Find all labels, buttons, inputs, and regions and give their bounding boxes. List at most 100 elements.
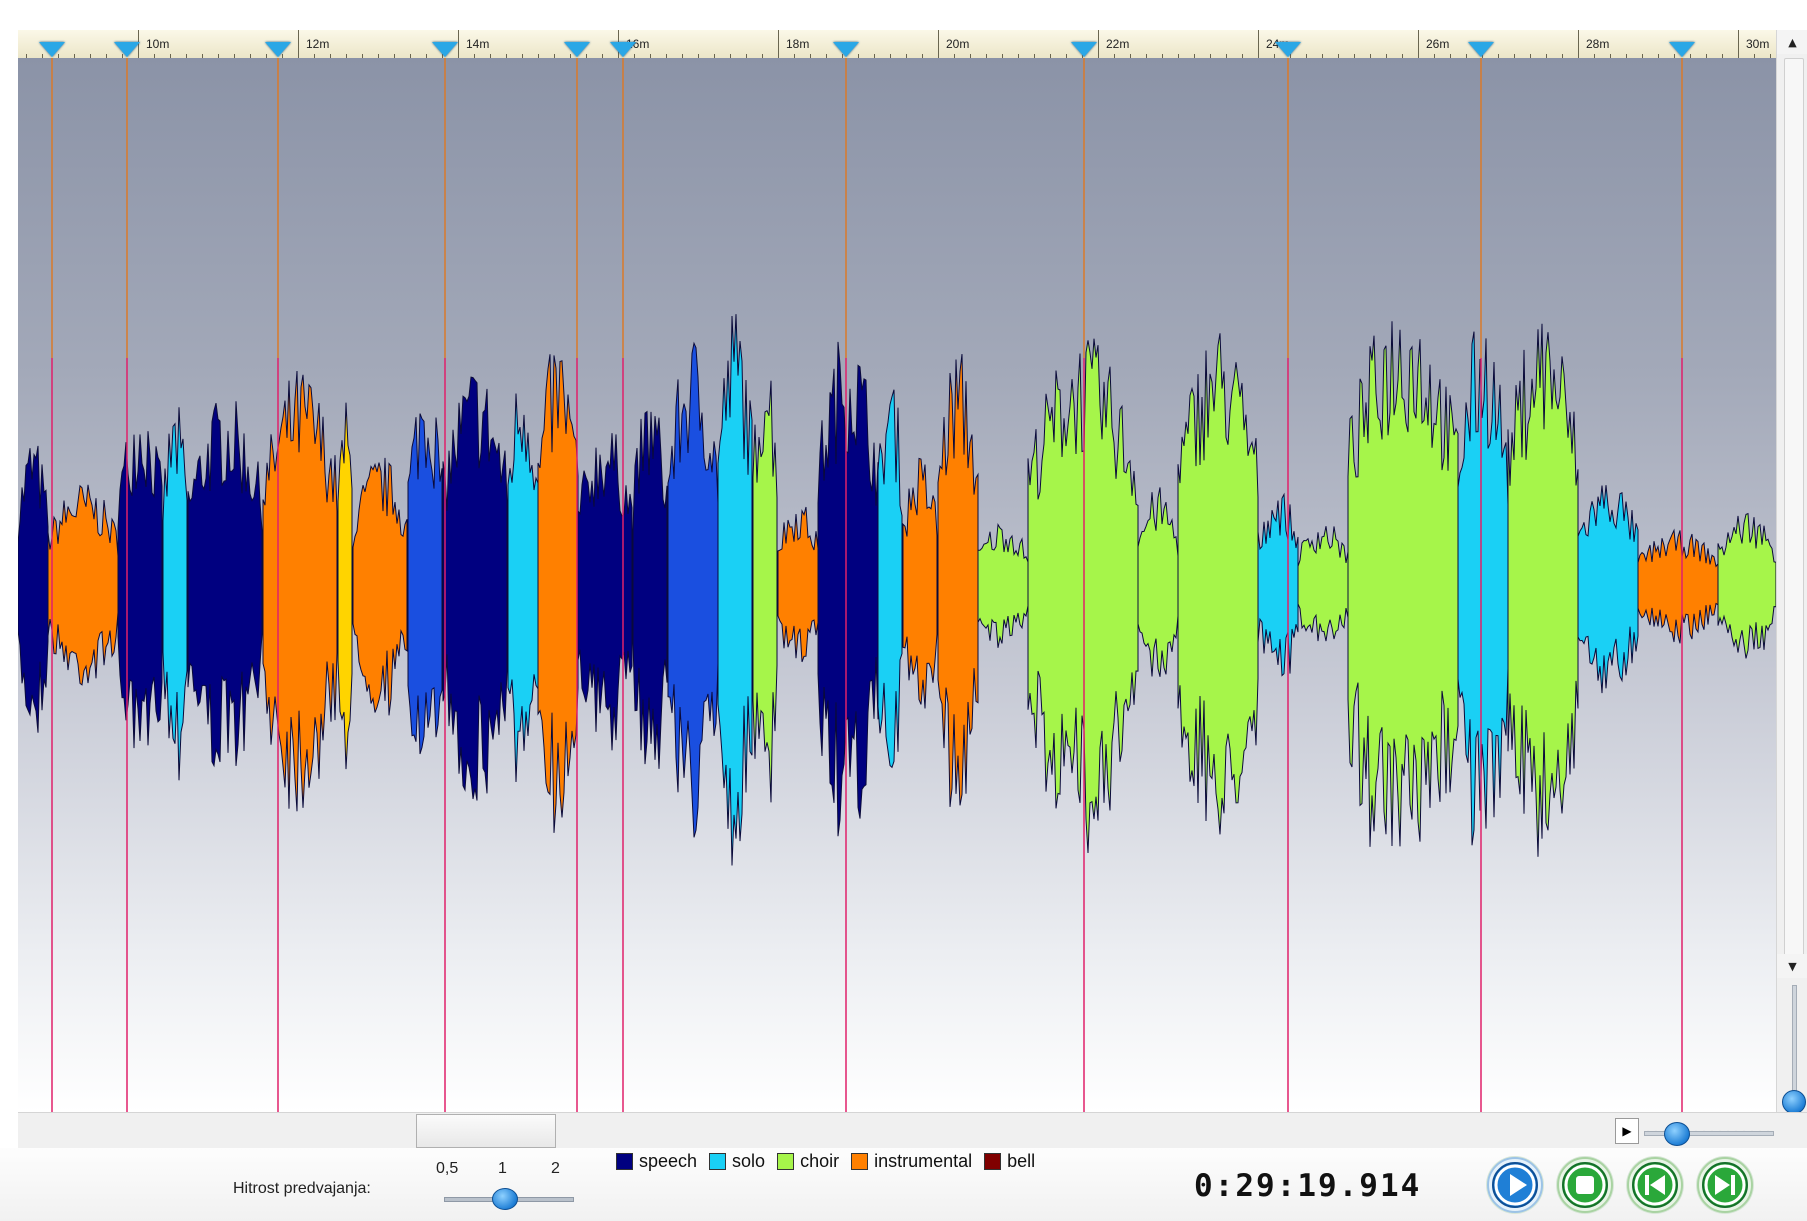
- horizontal-scroll-thumb[interactable]: [416, 1114, 556, 1148]
- waveform-segment: [1348, 321, 1458, 847]
- legend-label: choir: [800, 1151, 839, 1172]
- waveform-display[interactable]: [18, 58, 1776, 1112]
- playback-speed-slider[interactable]: [492, 1188, 518, 1210]
- waveform-segment: [508, 394, 538, 783]
- play-button[interactable]: [1486, 1156, 1544, 1214]
- scroll-up-icon[interactable]: ▲: [1777, 30, 1807, 54]
- waveform-segment: [978, 525, 1028, 648]
- ruler-label: 12m: [306, 37, 329, 51]
- waveform-segment: [338, 403, 352, 769]
- legend-swatch: [709, 1153, 726, 1170]
- waveform-segment: [118, 431, 162, 748]
- skip-forward-icon: [1696, 1156, 1754, 1214]
- legend-swatch: [851, 1153, 868, 1170]
- legend-swatch: [777, 1153, 794, 1170]
- ruler-major-tick: [1738, 30, 1739, 58]
- segment-marker-icon[interactable]: [1071, 42, 1097, 57]
- segment-marker-icon[interactable]: [833, 42, 859, 57]
- segment-marker-icon[interactable]: [39, 42, 65, 57]
- skip-back-button[interactable]: [1626, 1156, 1684, 1214]
- waveform-segment: [753, 381, 777, 803]
- segment-marker-icon[interactable]: [610, 42, 636, 57]
- segment-marker-icon[interactable]: [1468, 42, 1494, 57]
- ruler-label: 18m: [786, 37, 809, 51]
- legend-item-bell: bell: [984, 1151, 1035, 1172]
- waveform-segment: [1298, 526, 1348, 641]
- ruler-major-tick: [458, 30, 459, 58]
- waveform-segment: [633, 412, 667, 769]
- stop-button[interactable]: [1556, 1156, 1614, 1214]
- time-display: 0:29:19.914: [1194, 1168, 1421, 1204]
- ruler-label: 30m: [1746, 37, 1769, 51]
- horizontal-zoom-slider[interactable]: [1644, 1122, 1772, 1146]
- waveform-segment: [818, 342, 878, 836]
- waveform-segment: [668, 343, 718, 837]
- ruler-label: 20m: [946, 37, 969, 51]
- ruler-major-tick: [298, 30, 299, 58]
- horizontal-scrollbar[interactable]: ▶: [18, 1112, 1807, 1149]
- legend-swatch: [616, 1153, 633, 1170]
- waveform-segment: [408, 414, 442, 754]
- ruler-major-tick: [1578, 30, 1579, 58]
- legend-label: instrumental: [874, 1151, 972, 1172]
- legend-item-instrumental: instrumental: [851, 1151, 972, 1172]
- horizontal-zoom-knob[interactable]: [1664, 1122, 1690, 1146]
- speed-tick-one: 1: [498, 1160, 507, 1178]
- vertical-zoom-slider[interactable]: [1780, 985, 1807, 1110]
- segment-marker-icon[interactable]: [265, 42, 291, 57]
- waveform-segment: [1458, 332, 1508, 846]
- waveform-segment: [1258, 494, 1298, 675]
- waveform-segment: [353, 458, 407, 716]
- vertical-scroll-thumb[interactable]: [1784, 58, 1804, 960]
- legend-item-choir: choir: [777, 1151, 839, 1172]
- waveform-segment: [188, 401, 262, 766]
- legend-swatch: [984, 1153, 1001, 1170]
- waveform-segment: [163, 407, 187, 780]
- waveform-segment: [578, 433, 632, 750]
- timeline-ruler[interactable]: 10m 12m 14m 16m 18m 20m 22m 24m 26m 28m 30m: [18, 30, 1776, 59]
- legend-item-speech: speech: [616, 1151, 697, 1172]
- waveform-segment: [718, 314, 752, 865]
- waveform-segment: [903, 458, 937, 708]
- ruler-label: 28m: [1586, 37, 1609, 51]
- vertical-scrollbar[interactable]: ▲ ▼: [1776, 30, 1807, 1112]
- waveform-segment: [1638, 530, 1718, 643]
- waveform-segment: [538, 354, 578, 833]
- play-icon: [1486, 1156, 1544, 1214]
- waveform-segment: [1578, 485, 1638, 693]
- waveform-segment: [1508, 324, 1578, 857]
- waveform-segment: [878, 390, 902, 768]
- playback-speed-label: Hitrost predvajanja:: [233, 1180, 371, 1198]
- ruler-label: 22m: [1106, 37, 1129, 51]
- waveform-segment: [263, 371, 337, 811]
- ruler-major-tick: [1258, 30, 1259, 58]
- segment-marker-icon[interactable]: [114, 42, 140, 57]
- ruler-major-tick: [1098, 30, 1099, 58]
- legend-label: speech: [639, 1151, 697, 1172]
- segment-marker-icon[interactable]: [564, 42, 590, 57]
- scroll-down-icon[interactable]: ▼: [1777, 954, 1807, 978]
- segment-marker-icon[interactable]: [1275, 42, 1301, 57]
- ruler-label: 10m: [146, 37, 169, 51]
- speed-tick-two: 2: [551, 1160, 560, 1178]
- speed-tick-half: 0,5: [436, 1160, 458, 1178]
- waveform-segment: [1178, 333, 1258, 834]
- ruler-major-tick: [778, 30, 779, 58]
- skip-back-icon: [1626, 1156, 1684, 1214]
- legend-label: bell: [1007, 1151, 1035, 1172]
- waveform-segment: [48, 485, 118, 685]
- waveform-segment: [938, 354, 978, 807]
- vertical-zoom-knob[interactable]: [1782, 1090, 1806, 1114]
- waveform-svg: [18, 58, 1776, 1112]
- legend-item-solo: solo: [709, 1151, 765, 1172]
- waveform-segment: [443, 377, 507, 800]
- waveform-segment: [1718, 514, 1776, 659]
- waveform-segment: [1138, 487, 1178, 676]
- segment-marker-icon[interactable]: [1669, 42, 1695, 57]
- waveform-segment: [778, 507, 818, 662]
- skip-forward-button[interactable]: [1696, 1156, 1754, 1214]
- scroll-right-icon[interactable]: ▶: [1615, 1118, 1639, 1144]
- segment-marker-icon[interactable]: [432, 42, 458, 57]
- ruler-label: 26m: [1426, 37, 1449, 51]
